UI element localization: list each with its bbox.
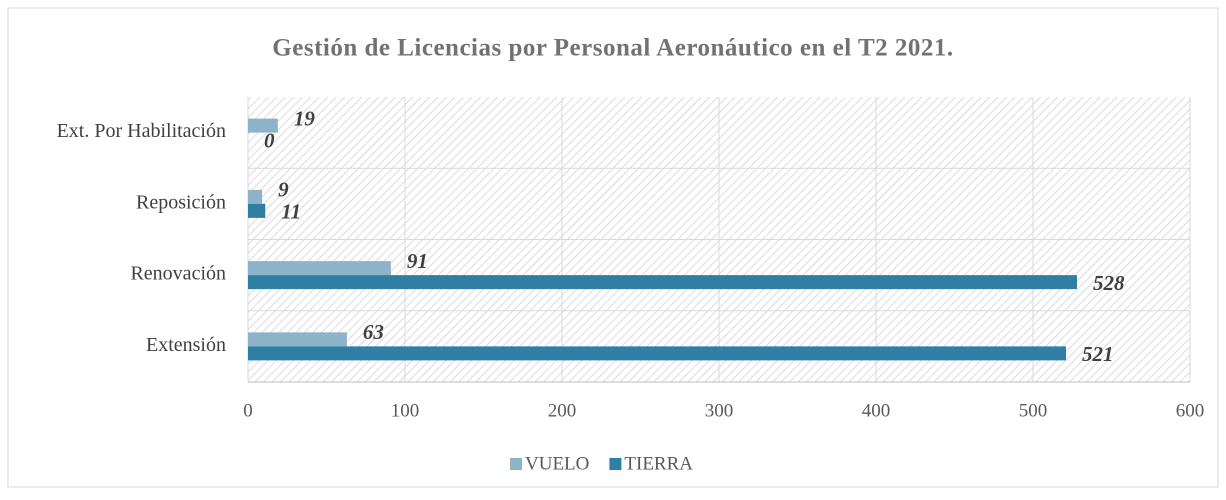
bar: [248, 346, 1066, 361]
bar: [248, 332, 347, 347]
x-tick-label: 200: [548, 400, 577, 421]
x-tick-label: 300: [705, 400, 734, 421]
bar: [248, 189, 263, 204]
legend-label: TIERRA: [624, 453, 693, 474]
y-tick-label: Extensión: [146, 334, 226, 356]
value-label: 0: [264, 128, 275, 152]
value-label: 91: [407, 249, 428, 273]
bar: [248, 203, 266, 218]
x-tick-label: 100: [391, 400, 420, 421]
y-tick-label: Renovación: [130, 263, 226, 285]
legend-swatch: [510, 458, 522, 470]
value-label: 63: [363, 320, 384, 344]
bar: [248, 118, 278, 133]
value-label: 19: [294, 106, 316, 130]
y-tick-label: Reposición: [136, 191, 226, 213]
value-label: 9: [278, 178, 289, 202]
legend-label: VUELO: [525, 453, 589, 474]
x-tick-label: 400: [862, 400, 891, 421]
x-tick-label: 500: [1019, 400, 1048, 421]
value-label: 11: [281, 200, 301, 224]
value-label: 521: [1082, 342, 1114, 366]
chart-title: Gestión de Licencias por Personal Aeroná…: [272, 35, 953, 62]
legend-swatch: [609, 458, 622, 470]
bar: [248, 261, 391, 276]
x-tick-label: 600: [1176, 400, 1205, 421]
x-tick-label: 0: [243, 400, 253, 421]
value-label: 528: [1093, 271, 1125, 295]
y-tick-label: Ext. Por Habilitación: [57, 120, 226, 142]
bar: [248, 275, 1077, 290]
